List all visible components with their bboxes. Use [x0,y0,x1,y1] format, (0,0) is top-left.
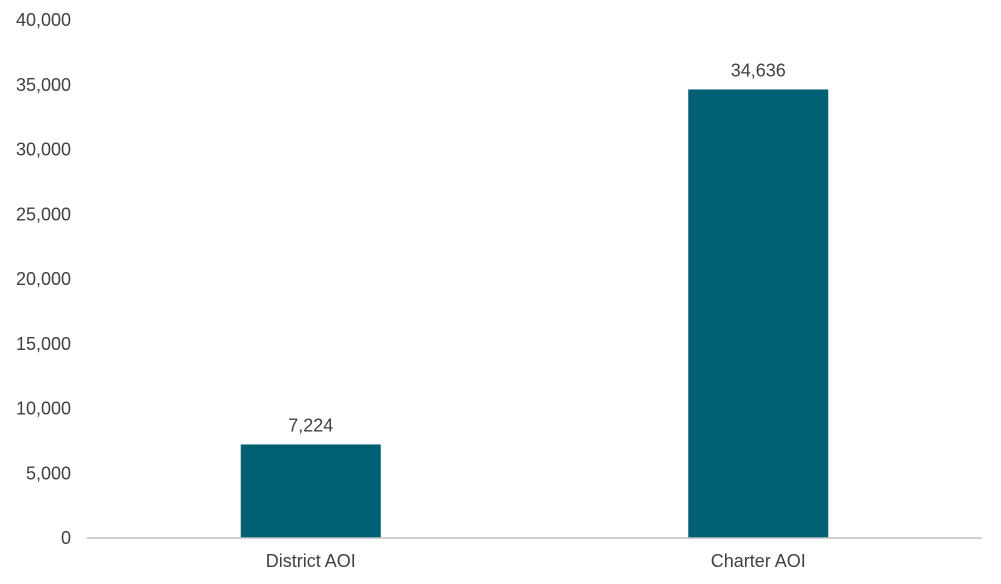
y-tick-label: 35,000 [16,75,71,95]
y-tick-label: 25,000 [16,204,71,224]
x-category-label: Charter AOI [711,551,806,571]
data-label: 7,224 [288,415,333,435]
y-axis: 0 5,000 10,000 15,000 20,000 25,000 30,000 35,0… [16,10,71,548]
data-labels: 7,224 34,636 [288,60,786,435]
bar-district-aoi [240,444,381,538]
y-tick-label: 15,000 [16,334,71,354]
x-axis: District AOI Charter AOI [87,537,982,571]
y-tick-label: 10,000 [16,399,71,419]
y-tick-label: 30,000 [16,140,71,160]
y-tick-label: 40,000 [16,10,71,30]
bars [240,89,829,538]
y-tick-label: 20,000 [16,269,71,289]
y-tick-label: 0 [61,528,71,548]
data-label: 34,636 [731,60,786,80]
y-tick-label: 5,000 [26,463,71,483]
bar-charter-aoi [688,89,829,538]
x-category-label: District AOI [266,551,356,571]
